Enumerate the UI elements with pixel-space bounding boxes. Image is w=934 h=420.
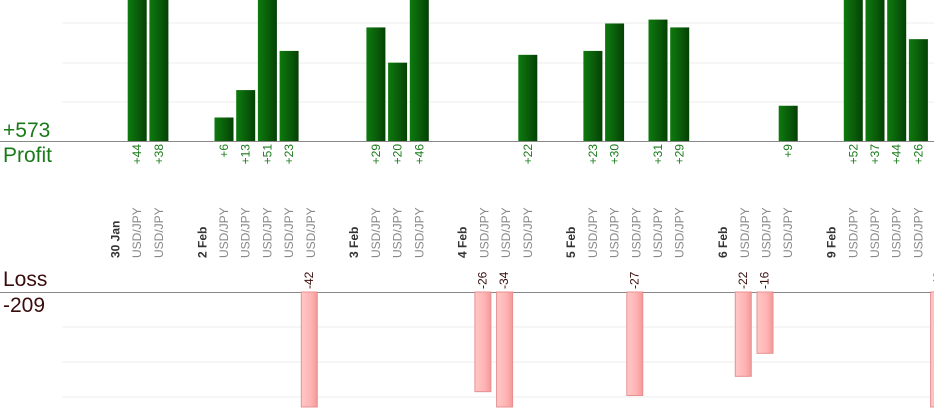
profit-value-label: +38	[152, 144, 166, 165]
loss-value-label: -42	[931, 271, 934, 289]
pair-label: USD/JPY	[499, 207, 513, 258]
pair-label: USD/JPY	[911, 207, 925, 258]
pair-label: USD/JPY	[608, 207, 622, 258]
profit-total: +573	[3, 119, 51, 142]
profit-value-label: +13	[239, 144, 253, 165]
profit-bar	[214, 117, 234, 141]
date-label: 6 Feb	[716, 227, 730, 258]
pair-label: USD/JPY	[781, 207, 795, 258]
date-label: 30 Jan	[109, 221, 123, 258]
loss-bar	[474, 291, 492, 393]
profit-value-label: +23	[282, 144, 296, 165]
profit-bar	[257, 0, 277, 141]
profit-bar	[583, 50, 603, 141]
pair-label: USD/JPY	[369, 207, 383, 258]
profit-bar	[388, 62, 408, 141]
loss-total: -209	[3, 294, 46, 317]
pair-label: USD/JPY	[477, 207, 491, 258]
profit-bar	[518, 54, 538, 142]
loss-bar	[626, 291, 644, 396]
loss-value-label: -22	[736, 271, 750, 289]
pair-label: USD/JPY	[521, 207, 535, 258]
profit-value-label: +52	[846, 144, 860, 165]
profit-bar	[605, 23, 625, 141]
pair-label: USD/JPY	[152, 207, 166, 258]
profit-value-label: +44	[890, 144, 904, 165]
profit-value-label: +46	[412, 144, 426, 165]
profit-bar	[887, 0, 907, 141]
pair-label: USD/JPY	[846, 207, 860, 258]
date-label: 5 Feb	[564, 227, 578, 258]
pair-label: USD/JPY	[130, 207, 144, 258]
profit-bar	[366, 27, 386, 142]
profit-value-label: +51	[260, 144, 274, 165]
profit-value-label: +6	[217, 144, 231, 158]
loss-bar	[734, 291, 752, 377]
loss-bar	[930, 291, 934, 408]
profit-bar	[648, 19, 668, 141]
loss-value-label: -16	[758, 271, 772, 289]
pair-label: USD/JPY	[738, 207, 752, 258]
loss-label: Loss	[3, 268, 48, 291]
profit-value-label: +37	[868, 144, 882, 165]
pair-label: USD/JPY	[412, 207, 426, 258]
date-label: 2 Feb	[195, 227, 209, 258]
pair-label: USD/JPY	[391, 207, 405, 258]
profit-value-label: +31	[651, 144, 665, 165]
pair-label: USD/JPY	[586, 207, 600, 258]
pair-label: USD/JPY	[673, 207, 687, 258]
pair-label: USD/JPY	[651, 207, 665, 258]
date-label: 3 Feb	[347, 227, 361, 258]
profit-value-label: +29	[673, 144, 687, 165]
pair-label: USD/JPY	[629, 207, 643, 258]
profit-bar	[843, 0, 863, 141]
loss-value-label: -34	[497, 271, 511, 289]
profit-value-label: +20	[391, 144, 405, 165]
profit-bar	[409, 0, 429, 141]
pair-label: USD/JPY	[239, 207, 253, 258]
pair-label: USD/JPY	[890, 207, 904, 258]
loss-bar	[496, 291, 514, 408]
profit-value-label: +22	[521, 144, 535, 165]
pair-label: USD/JPY	[868, 207, 882, 258]
loss-value-label: -27	[627, 271, 641, 289]
profit-bar	[236, 90, 256, 141]
loss-value-label: -26	[475, 271, 489, 289]
pair-label: USD/JPY	[760, 207, 774, 258]
loss-bar	[756, 291, 774, 354]
pair-label: USD/JPY	[282, 207, 296, 258]
profit-value-label: +29	[369, 144, 383, 165]
profit-bar	[149, 0, 169, 141]
profit-value-label: +9	[781, 144, 795, 158]
pair-label: USD/JPY	[304, 207, 318, 258]
profit-bar	[127, 0, 147, 141]
profit-bar	[670, 27, 690, 142]
profit-bar	[279, 50, 299, 141]
profit-value-label: +23	[586, 144, 600, 165]
pair-label: USD/JPY	[260, 207, 274, 258]
profit-value-label: +44	[130, 144, 144, 165]
loss-bar	[300, 291, 318, 408]
date-label: 4 Feb	[456, 227, 470, 258]
profit-label: Profit	[3, 144, 53, 167]
profit-value-label: +30	[608, 144, 622, 165]
profit-value-label: +26	[911, 144, 925, 165]
profit-bar	[865, 0, 885, 141]
loss-value-label: -42	[302, 271, 316, 289]
pair-label: USD/JPY	[217, 207, 231, 258]
date-label: 9 Feb	[825, 227, 839, 258]
profit-bar	[908, 39, 928, 141]
profit-bar	[778, 105, 798, 141]
